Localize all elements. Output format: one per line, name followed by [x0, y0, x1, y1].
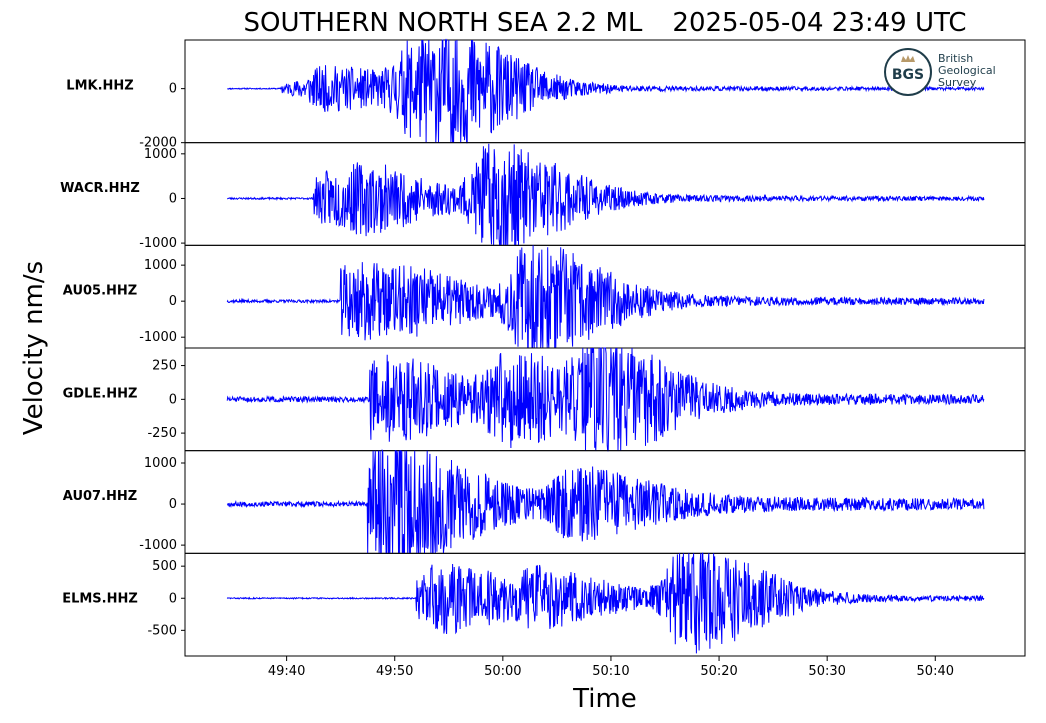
station-label: WACR.HHZ: [60, 181, 140, 196]
y-tick-label: 0: [169, 392, 177, 407]
x-tick-label: 49:50: [376, 664, 413, 679]
y-tick-label: 250: [152, 359, 177, 374]
y-tick-label: -1000: [139, 330, 177, 345]
panel-frame: [184, 552, 1026, 657]
y-tick-label: 0: [169, 191, 177, 206]
y-tick-label: -250: [147, 426, 177, 441]
y-tick-label: 1000: [144, 258, 177, 273]
y-tick-label: -500: [147, 623, 177, 638]
station-label: AU07.HHZ: [63, 489, 137, 504]
y-tick-label: 1000: [144, 147, 177, 162]
x-axis: 49:40 49:50 50:00 50:10 50:20 50:30 50:40: [268, 656, 954, 679]
station-panel: LMK.HHZ 0 -2000: [66, 38, 1026, 151]
chart-title: SOUTHERN NORTH SEA 2.2 ML 2025-05-04 23:4…: [243, 8, 966, 38]
waveform-line: [226, 347, 985, 452]
station-label: GDLE.HHZ: [63, 386, 138, 401]
y-tick-label: 0: [169, 82, 177, 97]
y-tick-label: -1000: [139, 236, 177, 251]
x-axis-label: Time: [572, 684, 637, 714]
y-tick-label: -2000: [139, 136, 177, 151]
y-tick-label: 500: [152, 559, 177, 574]
waveform-line: [227, 143, 985, 246]
y-tick-label: 0: [169, 591, 177, 606]
station-panel: AU07.HHZ 1000 0 -1000: [63, 448, 1026, 554]
x-tick-label: 49:40: [268, 664, 305, 679]
station-label: AU05.HHZ: [63, 284, 137, 299]
logo-mark: BGS: [892, 67, 924, 83]
waveform-line: [226, 552, 985, 654]
y-tick-label: 0: [169, 294, 177, 309]
y-tick-label: 1000: [144, 456, 177, 471]
title-time: 2025-05-04 23:49 UTC: [672, 8, 966, 38]
logo-circle: [884, 48, 932, 96]
x-tick-label: 50:10: [592, 664, 629, 679]
y-tick-label: -1000: [139, 538, 177, 553]
station-panel: ELMS.HHZ 500 0 -500: [62, 552, 1026, 657]
station-panel: WACR.HHZ 1000 0 -1000: [60, 142, 1026, 251]
bgs-logo: BGS British Geological Survey: [884, 48, 996, 96]
x-tick-label: 50:20: [700, 664, 737, 679]
station-label: LMK.HHZ: [66, 78, 133, 93]
station-panel: AU05.HHZ 1000 0 -1000: [63, 244, 1026, 349]
logo-line-3: Survey: [938, 76, 977, 89]
waveform-line: [226, 448, 985, 554]
x-tick-label: 50:00: [484, 664, 521, 679]
station-panel: GDLE.HHZ 250 0 -250: [63, 347, 1026, 452]
waveform-line: [227, 38, 985, 144]
station-label: ELMS.HHZ: [62, 592, 138, 607]
logo-line-2: Geological: [938, 64, 996, 77]
logo-line-1: British: [938, 52, 973, 65]
waveform-line: [226, 245, 985, 349]
x-tick-label: 50:30: [808, 664, 845, 679]
logo-crown-icon: [901, 55, 915, 62]
title-region: SOUTHERN NORTH SEA 2.2 ML: [243, 8, 642, 38]
panels-group: LMK.HHZ 0 -2000 WACR.HHZ 1000 0 -1000 AU05.HHZ 1…: [60, 38, 1026, 657]
y-axis-label: Velocity nm/s: [19, 261, 49, 435]
x-tick-label: 50:40: [917, 664, 954, 679]
y-tick-label: 0: [169, 497, 177, 512]
